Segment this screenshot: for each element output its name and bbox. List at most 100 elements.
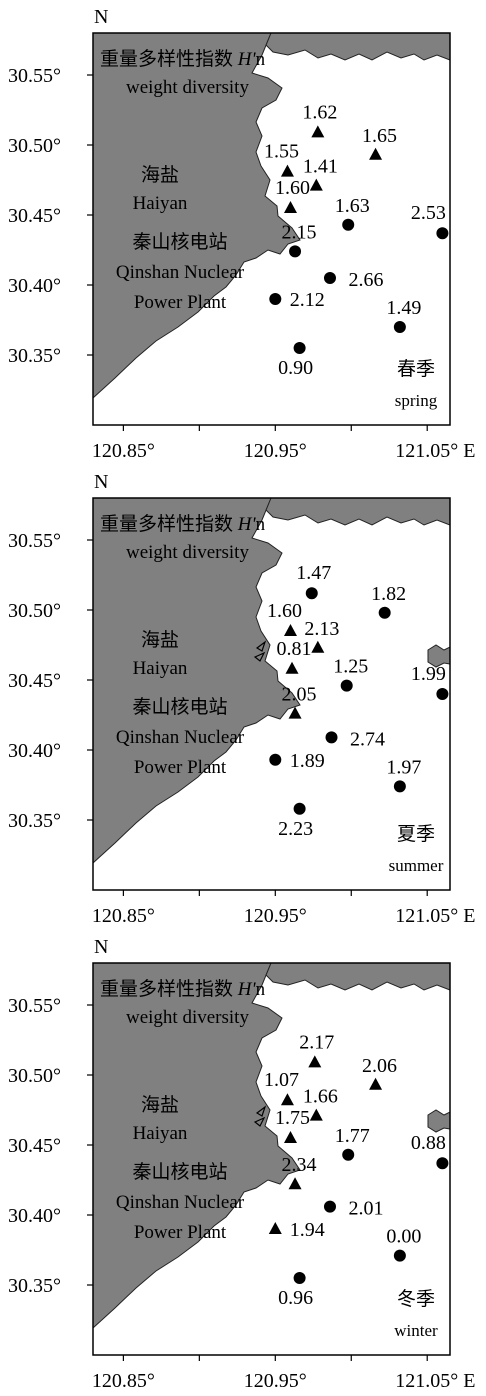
- lat-tick-label: 30.40°: [8, 275, 61, 297]
- station-circle-marker: [342, 218, 355, 231]
- station-triangle-marker: [288, 706, 302, 719]
- station-value-label: 1.55: [264, 141, 299, 163]
- station-circle-marker: [436, 227, 449, 240]
- station-value-label: 1.25: [333, 656, 368, 678]
- station-value-label: 1.41: [303, 156, 338, 178]
- qinshan-cn-label: 秦山核电站: [132, 696, 227, 718]
- land-area: [92, 32, 451, 400]
- station-value-label: 0.90: [278, 357, 313, 379]
- map-frame: [92, 32, 451, 426]
- station-value-label: 1.66: [303, 1086, 338, 1108]
- north-label: N: [94, 6, 108, 28]
- station-circle-marker: [305, 587, 318, 600]
- map-heading: 重量多样性指数 H'n: [100, 513, 266, 535]
- map-frame: [92, 962, 451, 1356]
- station-value-label: 2.05: [282, 684, 317, 706]
- qinshan-en-label-2: Power Plant: [134, 1222, 227, 1243]
- season-cn-label: 冬季: [397, 1288, 435, 1310]
- lon-tick-label: 120.85°: [92, 905, 155, 927]
- station-value-label: 0.96: [278, 1287, 313, 1309]
- station-value-label: 1.60: [267, 600, 302, 622]
- lon-tick-label: 120.85°: [92, 440, 155, 462]
- qinshan-en-label-1: Qinshan Nuclear: [116, 1192, 245, 1213]
- station-value-label: 1.94: [290, 1219, 325, 1241]
- lon-tick-label: 120.95°: [244, 440, 307, 462]
- station-value-label: 2.34: [282, 1154, 317, 1176]
- station-triangle-marker: [309, 1108, 323, 1121]
- lat-tick-label: 30.35°: [8, 345, 61, 367]
- station-triangle-marker: [268, 1222, 282, 1234]
- station-value-label: 1.47: [296, 562, 331, 584]
- lat-tick-label: 30.40°: [8, 740, 61, 762]
- heading-en: weight diversity: [126, 542, 249, 563]
- lon-tick-label: 120.95°: [244, 1370, 307, 1392]
- station-value-label: 1.97: [386, 756, 421, 778]
- heading-cn: 重量多样性指数: [100, 513, 238, 535]
- island: [427, 1109, 451, 1133]
- station-circle-marker: [340, 679, 353, 692]
- qinshan-en-label-1: Qinshan Nuclear: [116, 262, 245, 283]
- lat-tick-label: 30.45°: [8, 670, 61, 692]
- lat-tick-label: 30.45°: [8, 205, 61, 227]
- lon-tick-label: 121.05° E: [395, 440, 475, 462]
- station-value-label: 2.15: [282, 221, 317, 243]
- station-value-label: 2.12: [290, 289, 325, 311]
- station-value-label: 2.66: [348, 269, 383, 291]
- heading-n: n: [256, 979, 266, 1000]
- station-value-label: 2.23: [278, 818, 313, 840]
- lat-tick-label: 30.50°: [8, 135, 61, 157]
- lon-tick-label: 120.85°: [92, 1370, 155, 1392]
- lat-tick-label: 30.50°: [8, 1065, 61, 1087]
- station-value-label: 0.00: [386, 1226, 421, 1248]
- station-value-label: 1.63: [335, 195, 370, 217]
- station-circle-marker: [393, 1249, 406, 1262]
- heading-cn: 重量多样性指数: [100, 978, 238, 1000]
- station-value-label: 0.81: [277, 638, 312, 660]
- station-value-label: 2.74: [350, 728, 385, 750]
- station-circle-marker: [289, 245, 302, 258]
- season-en-label: winter: [394, 1321, 438, 1340]
- station-value-label: 1.07: [264, 1069, 299, 1091]
- qinshan-cn-label: 秦山核电站: [132, 231, 227, 253]
- station-value-label: 1.82: [371, 583, 406, 605]
- map-frame: [92, 497, 451, 891]
- station-circle-marker: [436, 688, 449, 700]
- station-value-label: 1.60: [275, 177, 310, 199]
- lon-tick-label: 120.95°: [244, 905, 307, 927]
- haiyan-en-label: Haiyan: [133, 193, 188, 214]
- station-value-label: 1.99: [411, 663, 446, 685]
- station-triangle-marker: [308, 1055, 322, 1068]
- haiyan-cn-label: 海盐: [141, 1094, 179, 1116]
- lat-tick-label: 30.45°: [8, 1135, 61, 1157]
- map-panel-summer: N 30.55° 30.50° 30.45° 30.40° 30.35° 120.85° 12…: [8, 471, 475, 927]
- lat-tick-label: 30.40°: [8, 1205, 61, 1227]
- small-islet: [253, 1105, 267, 1127]
- station-value-label: 2.17: [299, 1031, 334, 1053]
- heading-n: n: [256, 49, 266, 70]
- station-value-label: 2.06: [362, 1055, 397, 1077]
- haiyan-en-label: Haiyan: [133, 658, 188, 679]
- station-value-label: 0.88: [411, 1132, 446, 1154]
- heading-h: H': [237, 514, 257, 535]
- map-panel-winter: N 30.55° 30.50° 30.45° 30.40° 30.35° 120.85° 12…: [8, 936, 475, 1392]
- station-triangle-marker: [280, 164, 294, 177]
- heading-en: weight diversity: [126, 1007, 249, 1028]
- station-triangle-marker: [280, 1093, 294, 1106]
- station-triangle-marker: [283, 624, 297, 636]
- heading-cn: 重量多样性指数: [100, 48, 238, 70]
- heading-h: H': [237, 49, 257, 70]
- station-circle-marker: [269, 293, 282, 305]
- lat-tick-label: 30.55°: [8, 65, 61, 87]
- station-circle-marker: [325, 731, 338, 744]
- north-label: N: [94, 471, 108, 493]
- station-value-label: 2.13: [304, 618, 339, 640]
- station-triangle-marker: [283, 1131, 297, 1143]
- station-triangle-marker: [283, 201, 297, 213]
- heading-h: H': [237, 979, 257, 1000]
- season-en-label: summer: [389, 856, 444, 875]
- land-area: [92, 497, 451, 865]
- station-value-label: 1.89: [290, 750, 325, 772]
- station-circle-marker: [293, 1272, 306, 1284]
- lat-tick-label: 30.50°: [8, 600, 61, 622]
- station-circle-marker: [393, 780, 406, 793]
